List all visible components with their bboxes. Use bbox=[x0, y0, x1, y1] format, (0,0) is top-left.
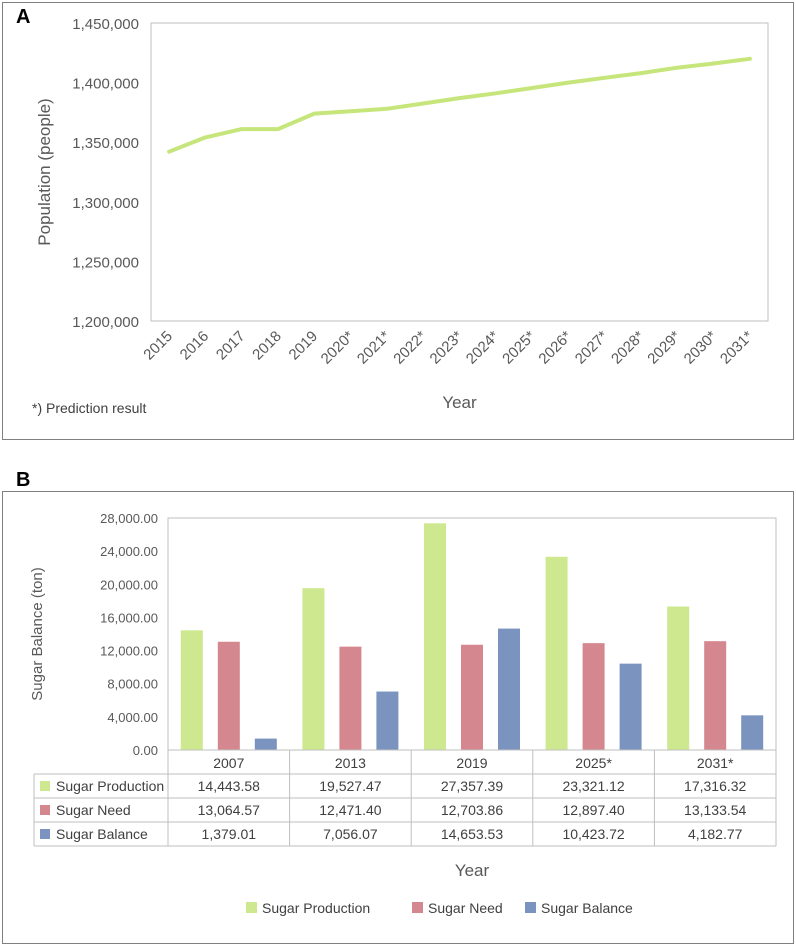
y-tick-label: 20,000.00 bbox=[100, 577, 158, 592]
y-tick-label: 1,450,000 bbox=[72, 16, 139, 33]
table-value: 14,653.53 bbox=[441, 826, 503, 842]
table-value: 12,897.40 bbox=[562, 802, 624, 818]
bar-sugar-need bbox=[339, 646, 362, 750]
table-value: 19,527.47 bbox=[319, 778, 381, 794]
bar-sugar-balance bbox=[254, 738, 277, 750]
y-tick-label: 8,000.00 bbox=[107, 677, 158, 692]
bar-sugar-production bbox=[667, 606, 690, 750]
y-tick-label: 1,350,000 bbox=[72, 135, 139, 152]
table-year-header: 2025* bbox=[575, 755, 612, 771]
x-axis-title: Year bbox=[442, 393, 477, 412]
legend-label: Sugar Production bbox=[262, 900, 370, 916]
bar-sugar-balance bbox=[741, 715, 764, 750]
table-value: 10,423.72 bbox=[562, 826, 624, 842]
table-value: 4,182.77 bbox=[688, 826, 743, 842]
plot-area-border bbox=[150, 22, 769, 322]
y-tick-label: 1,200,000 bbox=[72, 314, 139, 331]
panel-a-frame bbox=[2, 2, 794, 440]
y-tick-label: 4,000.00 bbox=[107, 710, 158, 725]
y-tick-label: 1,300,000 bbox=[72, 195, 139, 212]
y-tick-label: 0.00 bbox=[133, 743, 158, 758]
table-year-header: 2013 bbox=[335, 755, 366, 771]
y-axis-title: Sugar Balance (ton) bbox=[29, 567, 46, 700]
bar-sugar-need bbox=[217, 641, 240, 750]
panel-b-frame bbox=[2, 491, 794, 944]
table-value: 27,357.39 bbox=[441, 778, 503, 794]
legend-label: Sugar Need bbox=[428, 900, 503, 916]
y-tick-label: 28,000.00 bbox=[100, 511, 158, 526]
table-value: 7,056.07 bbox=[323, 826, 378, 842]
table-value: 17,316.32 bbox=[684, 778, 746, 794]
y-tick-label: 12,000.00 bbox=[100, 644, 158, 659]
table-series-name: Sugar Balance bbox=[56, 826, 148, 842]
legend-swatch bbox=[412, 902, 423, 913]
legend-label: Sugar Balance bbox=[541, 900, 633, 916]
panel-a-label: A bbox=[16, 6, 31, 28]
prediction-note: *) Prediction result bbox=[32, 400, 147, 416]
y-tick-label: 16,000.00 bbox=[100, 610, 158, 625]
table-value: 12,703.86 bbox=[441, 802, 503, 818]
table-value: 13,064.57 bbox=[198, 802, 260, 818]
table-series-name: Sugar Production bbox=[56, 778, 164, 794]
x-axis-title: Year bbox=[455, 861, 490, 880]
table-value: 14,443.58 bbox=[198, 778, 260, 794]
table-year-header: 2019 bbox=[456, 755, 487, 771]
population-line bbox=[167, 56, 752, 154]
bar-sugar-production bbox=[302, 588, 325, 750]
table-year-header: 2007 bbox=[213, 755, 244, 771]
y-axis-title: Population (people) bbox=[35, 98, 54, 245]
table-legend-key bbox=[40, 781, 50, 791]
table-value: 13,133.54 bbox=[684, 802, 746, 818]
table-legend-key bbox=[40, 829, 50, 839]
table-legend-key bbox=[40, 805, 50, 815]
legend-swatch bbox=[525, 902, 536, 913]
table-value: 1,379.01 bbox=[202, 826, 257, 842]
bar-sugar-balance bbox=[498, 628, 520, 750]
bar-sugar-balance bbox=[619, 663, 642, 750]
table-value: 12,471.40 bbox=[319, 802, 381, 818]
table-series-name: Sugar Need bbox=[56, 802, 131, 818]
y-tick-label: 1,250,000 bbox=[72, 254, 139, 271]
y-tick-label: 1,400,000 bbox=[72, 76, 139, 93]
table-year-header: 2031* bbox=[697, 755, 734, 771]
bar-sugar-need bbox=[582, 643, 605, 750]
bar-sugar-production bbox=[424, 523, 446, 750]
bar-sugar-balance bbox=[376, 691, 399, 750]
bar-sugar-production bbox=[180, 630, 203, 750]
legend-swatch bbox=[246, 902, 257, 913]
table-value: 23,321.12 bbox=[562, 778, 624, 794]
bar-sugar-production bbox=[545, 556, 568, 750]
bar-sugar-need bbox=[461, 644, 483, 750]
bar-sugar-need bbox=[704, 641, 727, 750]
panel-b-label: B bbox=[16, 469, 31, 491]
y-tick-label: 24,000.00 bbox=[100, 544, 158, 559]
